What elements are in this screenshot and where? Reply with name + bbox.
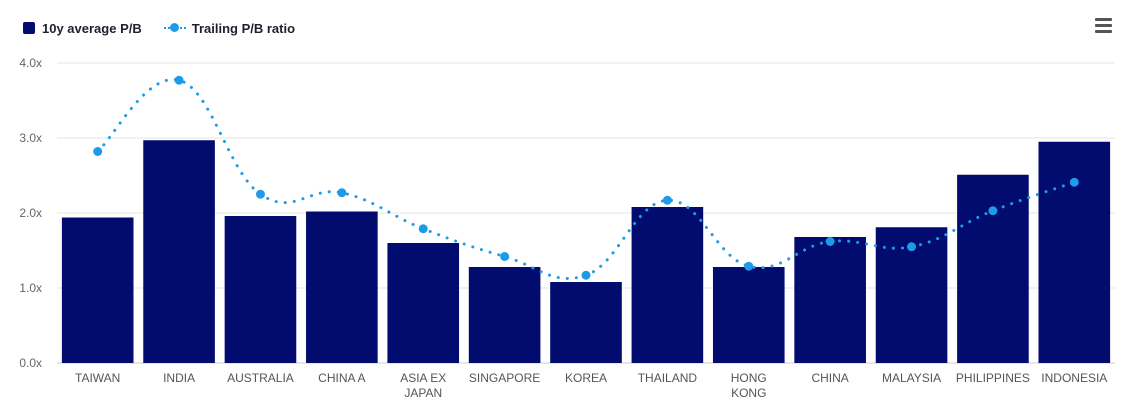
chart-legend: 10y average P/B Trailing P/B ratio [23, 18, 295, 38]
bar [468, 267, 541, 363]
x-tick-label: CHINA [811, 371, 848, 385]
legend-item-trailing[interactable]: Trailing P/B ratio [163, 20, 296, 36]
x-tick-label: MALAYSIA [882, 371, 941, 385]
x-tick-label: TAIWAN [75, 371, 120, 385]
trailing-pb-point [418, 224, 428, 234]
line-swatch-icon [163, 22, 186, 34]
trailing-pb-point [174, 75, 184, 85]
bar [712, 267, 785, 363]
x-tick-label: INDIA [163, 371, 195, 385]
bar [631, 207, 704, 363]
x-tick-label: SINGAPORE [469, 371, 540, 385]
bar [957, 174, 1029, 363]
legend-item-10y-average[interactable]: 10y average P/B [23, 21, 142, 36]
bar [143, 140, 215, 363]
x-tick-label: AUSTRALIA [227, 371, 294, 385]
trailing-pb-point [581, 270, 591, 280]
x-tick-label: KONG [731, 386, 766, 400]
hamburger-menu-icon[interactable] [1094, 18, 1114, 34]
y-tick-label: 3.0x [19, 131, 42, 145]
bar [1038, 141, 1111, 363]
trailing-pb-point [93, 147, 103, 156]
bar-swatch-icon [23, 22, 35, 34]
trailing-pb-point [500, 252, 510, 261]
trailing-pb-point [744, 261, 754, 271]
x-tick-label: THAILAND [638, 371, 698, 385]
bar [794, 237, 866, 363]
x-tick-label: HONG [731, 371, 767, 385]
trailing-pb-point [337, 188, 347, 198]
bar [61, 217, 134, 363]
y-tick-label: 2.0x [19, 206, 42, 220]
trailing-pb-point [825, 237, 835, 246]
y-tick-label: 4.0x [19, 56, 42, 70]
x-tick-label: JAPAN [404, 386, 442, 400]
x-tick-label: INDONESIA [1041, 371, 1107, 385]
legend-label-10y-average: 10y average P/B [42, 20, 142, 36]
x-tick-label: PHILIPPINES [956, 371, 1030, 385]
bar [387, 243, 460, 363]
x-tick-label: KOREA [565, 371, 607, 385]
y-tick-label: 0.0x [19, 356, 42, 370]
bar [550, 282, 622, 363]
trailing-pb-point [662, 195, 672, 205]
trailing-pb-point [988, 206, 998, 216]
legend-label-trailing: Trailing P/B ratio [191, 20, 296, 36]
y-tick-label: 1.0x [19, 281, 42, 295]
trailing-pb-point [907, 242, 917, 252]
trailing-pb-point [255, 189, 265, 199]
bar [306, 211, 378, 363]
x-tick-label: CHINA A [318, 371, 365, 385]
x-tick-label: ASIA EX [400, 371, 446, 385]
trailing-pb-point [1069, 177, 1079, 187]
bar [224, 216, 297, 363]
